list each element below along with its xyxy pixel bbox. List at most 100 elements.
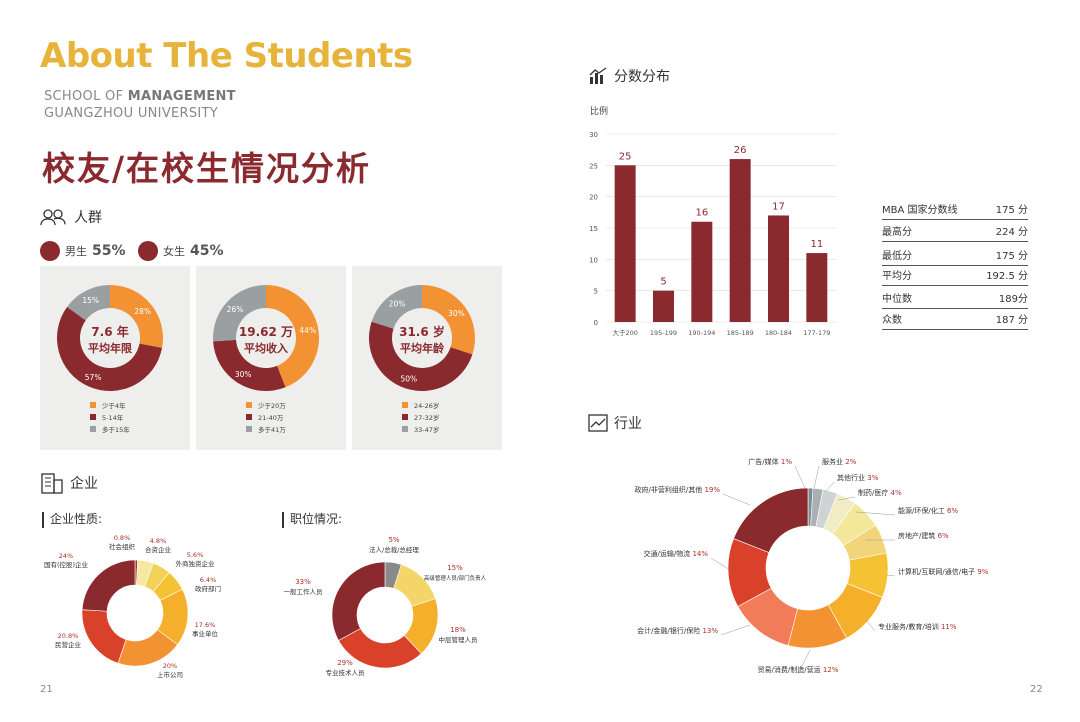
industry-label: 其他行业 3%	[837, 473, 879, 482]
industry-label: 政府/非营利组织/其他 19%	[634, 485, 720, 494]
legend-swatch	[90, 426, 96, 432]
stats-row: 中位数 189分	[882, 290, 1028, 309]
leader-line	[813, 465, 820, 489]
pie-name-label: 上市公司	[157, 670, 183, 679]
donut-slice	[110, 285, 163, 348]
stats-label: 中位数	[882, 294, 912, 305]
y-tick-label: 20	[589, 194, 598, 202]
leader-line	[824, 481, 835, 493]
page-number-right: 22	[1030, 684, 1043, 695]
pie-name-label: 一般工作人员	[284, 587, 324, 596]
pie-name-label: 法人/总裁/总经理	[369, 545, 419, 554]
donut-center-value: 7.6 年	[91, 324, 128, 339]
pie-slice	[393, 564, 436, 607]
page-title: About The Students	[40, 36, 413, 76]
y-axis-label: 比例	[590, 105, 608, 117]
leader-line	[720, 624, 751, 636]
position-bar	[282, 511, 284, 528]
x-tick-label: 195-199	[650, 329, 677, 337]
pie-name-label: 社会组织	[109, 542, 136, 551]
donut-slice	[213, 285, 266, 342]
stats-value: 175 分	[995, 205, 1028, 216]
donut-center-label: 平均收入	[244, 341, 288, 355]
pie-name-label: 合资企业	[145, 545, 172, 554]
pie-name-label: 政府部门	[195, 584, 221, 593]
stats-value: 224 分	[995, 227, 1028, 238]
legend-label: 多于15年	[102, 425, 130, 434]
legend-label: 少于4年	[102, 401, 126, 410]
stats-row: MBA 国家分数线 175 分	[882, 201, 1028, 220]
stats-label: 众数	[882, 315, 902, 326]
legend-label: 33-47岁	[414, 425, 439, 434]
female-stat: 女生 45%	[138, 241, 224, 261]
donut-slice-label: 30%	[448, 309, 465, 318]
pie-pct-label: 5%	[388, 536, 399, 544]
industry-label: 交通/运输/物流 14%	[643, 549, 708, 558]
legend-label: 少于20万	[258, 402, 286, 410]
y-tick-label: 5	[594, 288, 598, 296]
pie-name-label: 民营企业	[55, 640, 82, 649]
industry-label: 服务业 2%	[822, 457, 857, 466]
donut-slice-label: 28%	[134, 307, 151, 316]
score-section-header: 分数分布	[588, 66, 670, 86]
donut-slice	[368, 321, 473, 391]
cn-title: 校友/在校生情况分析	[42, 149, 372, 188]
pie-slice	[331, 561, 386, 641]
leader-line	[885, 574, 896, 577]
leader-line	[722, 493, 751, 506]
school-line-2: GUANGZHOU UNIVERSITY	[44, 106, 219, 121]
stats-row: 最低分 175 分	[882, 247, 1028, 266]
legend-swatch	[402, 414, 408, 420]
donut-center-label: 平均年限	[88, 341, 132, 355]
nature-bar	[42, 511, 44, 528]
male-value: 55%	[92, 243, 126, 259]
enterprise-charts: 0.8%社会组织 4.8%合资企业 5.6%外商独资企业 6.4%政府部门 17.6%事…	[44, 534, 487, 679]
school-line-1: SCHOOL OF MANAGEMENT	[44, 89, 236, 104]
industry-title: 行业	[614, 416, 642, 432]
pie-pct-label: 18%	[450, 626, 466, 634]
pie-name-label: 外商独资企业	[176, 559, 216, 568]
female-value: 45%	[190, 243, 224, 259]
school-prefix: SCHOOL OF	[44, 89, 128, 104]
donut-slice	[213, 339, 286, 392]
legend-label: 27-32岁	[414, 413, 439, 422]
pie-pct-label: 4.8%	[150, 537, 167, 545]
donut-slice	[67, 285, 110, 321]
stats-value: 175 分	[995, 251, 1028, 262]
bar-value-label: 26	[734, 145, 747, 156]
pie-pct-label: 0.8%	[114, 534, 131, 542]
y-tick-label: 30	[589, 131, 598, 139]
building-icon	[41, 473, 63, 494]
stats-value: 189分	[998, 294, 1028, 305]
position-title: 职位情况:	[290, 512, 343, 526]
pie-slice	[81, 609, 127, 664]
legend-swatch	[402, 402, 408, 408]
leader-line	[837, 496, 856, 501]
bar-chart-icon	[589, 67, 607, 84]
nature-header: 企业性质:	[42, 510, 102, 528]
nature-title: 企业性质:	[50, 512, 103, 526]
pie-name-label: 事业单位	[192, 629, 219, 638]
stats-label: 最高分	[882, 227, 912, 238]
x-tick-label: 185-189	[727, 329, 754, 337]
x-tick-label: 大于200	[612, 328, 637, 337]
donut-slice	[371, 285, 422, 329]
donut-slice-label: 20%	[389, 300, 406, 309]
pie-name-label: 专业技术人员	[326, 668, 366, 677]
pie-name-label: 中层管理人员	[439, 635, 479, 644]
female-icon	[138, 241, 158, 261]
pie-pct-label: 33%	[295, 578, 311, 586]
donut-slice-label: 26%	[227, 305, 244, 314]
bar	[691, 221, 713, 322]
page-number-left: 21	[40, 684, 53, 695]
industry-label: 广告/媒体 1%	[748, 457, 792, 466]
leader-line	[794, 465, 806, 489]
y-tick-label: 25	[589, 162, 598, 170]
industry-label: 贸易/消费/制造/营运 12%	[758, 665, 839, 674]
legend-label: 5-14年	[102, 413, 124, 422]
bar-value-label: 25	[619, 151, 632, 162]
pie-pct-label: 24%	[59, 552, 73, 560]
people-icon	[40, 209, 66, 226]
legend-swatch	[90, 402, 96, 408]
